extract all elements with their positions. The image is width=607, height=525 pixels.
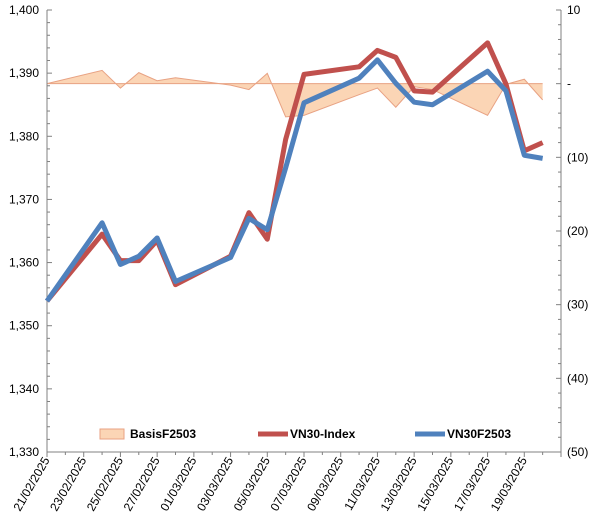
- x-tick-label: 09/03/2025: [304, 454, 346, 513]
- y-tick-label-left: 1,360: [9, 256, 39, 270]
- basisf2503-legend-swatch: [99, 428, 125, 440]
- vn30f2503-line: [44, 57, 544, 303]
- vn30f2503-legend-label: VN30F2503: [447, 427, 511, 441]
- x-tick-label: 01/03/2025: [157, 454, 199, 513]
- y-tick-label-left: 1,380: [9, 129, 39, 143]
- x-tick-label: 21/02/2025: [10, 454, 52, 513]
- y-tick-label-right: (30): [567, 298, 588, 312]
- x-tick-label: 07/03/2025: [267, 454, 309, 513]
- x-tick-label: 23/02/2025: [47, 454, 89, 513]
- x-tick-label: 13/03/2025: [378, 454, 420, 513]
- y-tick-label-right: (40): [567, 371, 588, 385]
- y-tick-label-right: (10): [567, 150, 588, 164]
- x-tick-label: 05/03/2025: [231, 454, 273, 513]
- vn30-index-legend-label: VN30-Index: [290, 427, 356, 441]
- y-tick-label-right: 10: [567, 3, 581, 17]
- legend: BasisF2503 VN30-Index VN30F2503: [99, 427, 511, 441]
- x-tick-label: 25/02/2025: [84, 454, 126, 513]
- basisf2503-legend-label: BasisF2503: [130, 427, 196, 441]
- y-tick-label-left: 1,400: [9, 3, 39, 17]
- basis-area: [47, 70, 543, 117]
- series-lines: [44, 40, 544, 303]
- x-tick-label: 19/03/2025: [488, 454, 530, 513]
- vn30-index-line: [45, 40, 544, 303]
- x-tick-label: 27/02/2025: [121, 454, 163, 513]
- y-tick-label-right: -: [567, 77, 571, 91]
- x-tick-label: 17/03/2025: [451, 454, 493, 513]
- x-tick-label: 15/03/2025: [414, 454, 456, 513]
- x-tick-label: 11/03/2025: [341, 454, 383, 513]
- y-tick-label-left: 1,350: [9, 319, 39, 333]
- y-tick-label-left: 1,330: [9, 445, 39, 459]
- y-tick-label-left: 1,390: [9, 66, 39, 80]
- x-tick-label: 03/03/2025: [194, 454, 236, 513]
- y-tick-label-left: 1,370: [9, 192, 39, 206]
- y-tick-label-right: (20): [567, 224, 588, 238]
- y-tick-label-left: 1,340: [9, 382, 39, 396]
- y-tick-label-right: (50): [567, 445, 588, 459]
